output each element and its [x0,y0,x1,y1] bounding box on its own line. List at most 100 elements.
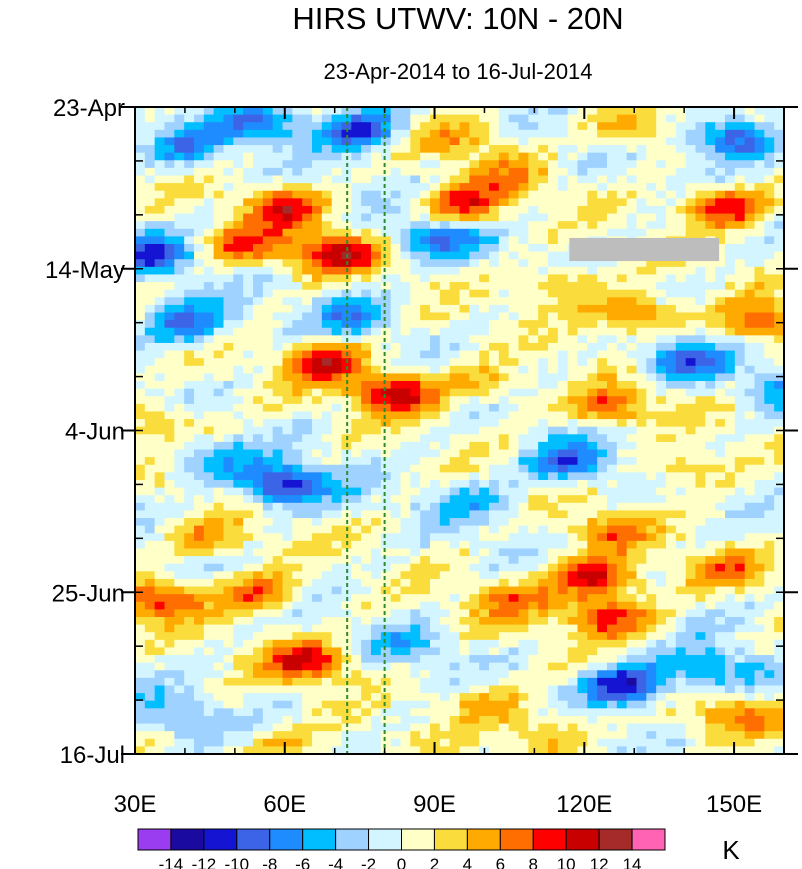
heatmap-cell [459,327,470,336]
heatmap-cell [380,282,392,291]
heatmap-cell [400,297,411,306]
heatmap-cell [272,670,284,679]
heatmap-cell [577,107,588,116]
heatmap-cell [587,205,598,215]
heatmap-cell [371,190,382,199]
heatmap-cell [449,122,461,131]
heatmap-cell [371,244,382,253]
heatmap-cell [302,327,313,336]
heatmap-cell [538,236,549,245]
heatmap-cell [420,647,431,656]
heatmap-cell [557,350,569,359]
heatmap-cell [577,472,588,481]
heatmap-cell [577,388,588,397]
heatmap-cell [734,205,746,215]
heatmap-cell [469,122,480,131]
heatmap-cell [213,190,225,199]
heatmap-cell [282,396,293,405]
heatmap-cell [725,236,736,245]
heatmap-cell [764,601,775,610]
heatmap-cell [312,571,323,580]
heatmap-cell [675,533,687,542]
heatmap-cell [449,167,461,177]
heatmap-cell [233,205,244,215]
heatmap-cell [734,495,746,504]
heatmap-cell [380,221,392,230]
heatmap-cell [479,677,490,687]
heatmap-cell [410,350,421,359]
heatmap-cell [253,578,264,588]
heatmap-cell [243,335,254,344]
heatmap-cell [282,320,293,329]
heatmap-cell [203,472,215,481]
heatmap-cell [675,502,687,512]
heatmap-cell [253,129,264,139]
heatmap-cell [272,396,284,405]
heatmap-cell [262,510,274,519]
heatmap-cell [302,373,313,382]
heatmap-cell [774,167,785,177]
heatmap-cell [489,594,500,603]
heatmap-cell [557,434,569,443]
heatmap-cell [449,266,461,276]
heatmap-cell [774,662,785,671]
heatmap-cell [361,632,372,641]
heatmap-cell [203,373,215,382]
heatmap-cell [174,274,185,283]
heatmap-cell [774,502,785,512]
heatmap-cell [666,198,677,207]
heatmap-cell [616,205,628,215]
heatmap-cell [616,624,628,633]
heatmap-cell [685,259,697,268]
heatmap-cell [744,129,756,139]
heatmap-cell [420,518,431,527]
heatmap-cell [272,525,284,534]
heatmap-cell [626,487,638,496]
heatmap-cell [361,441,372,451]
heatmap-cell [390,175,402,184]
heatmap-cell [331,167,343,177]
heatmap-cell [361,167,372,177]
heatmap-cell [725,396,736,405]
heatmap-cell [321,358,333,367]
heatmap-cell [390,152,402,161]
heatmap-cell [135,548,146,557]
heatmap-cell [587,183,598,192]
heatmap-cell [675,365,687,375]
heatmap-cell [705,137,716,146]
heatmap-cell [341,632,352,641]
heatmap-cell [174,342,185,352]
heatmap-cell [489,297,500,306]
heatmap-cell [144,403,156,413]
heatmap-cell [203,312,215,321]
heatmap-cell [734,129,746,139]
heatmap-cell [154,381,166,390]
heatmap-cell [213,510,225,519]
heatmap-cell [508,190,520,199]
heatmap-cell [459,510,470,519]
heatmap-cell [666,304,677,314]
heatmap-cell [764,145,775,154]
heatmap-cell [764,251,775,260]
heatmap-cell [174,487,185,496]
heatmap-cell [528,472,539,481]
heatmap-cell [449,434,461,443]
heatmap-cell [744,152,756,161]
heatmap-cell [253,396,264,405]
heatmap-cell [646,160,657,169]
heatmap-cell [705,518,716,527]
heatmap-cell [479,365,490,375]
heatmap-cell [725,175,736,184]
heatmap-cell [213,639,225,649]
heatmap-cell [616,563,628,572]
heatmap-cell [469,662,480,671]
heatmap-cell [597,472,608,481]
heatmap-cell [498,601,510,610]
heatmap-cell [164,556,175,565]
heatmap-cell [253,114,264,123]
heatmap-cell [508,525,520,534]
heatmap-cell [675,434,687,443]
heatmap-cell [223,365,234,375]
heatmap-cell [321,335,333,344]
heatmap-cell [243,632,254,641]
